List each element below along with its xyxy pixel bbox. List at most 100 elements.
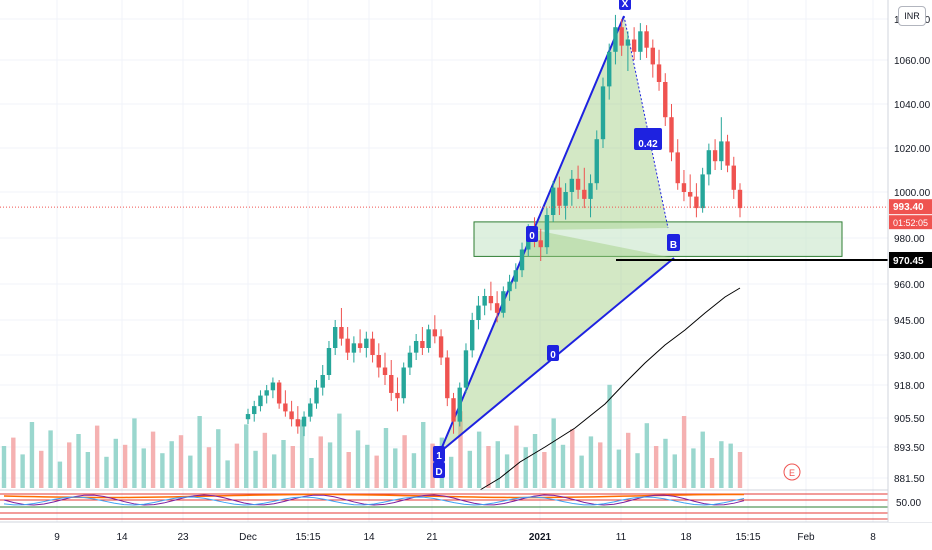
pattern-label-x: X <box>622 0 629 10</box>
candle-body <box>351 343 357 353</box>
y-tick-label: 980.00 <box>894 234 925 245</box>
volume-bar <box>374 455 379 488</box>
candle-body <box>588 183 593 199</box>
ma-line <box>479 287 741 491</box>
candle-body <box>295 419 301 427</box>
volume-bar <box>225 460 230 488</box>
volume-bar <box>327 442 333 488</box>
pattern-label-one-bg <box>433 446 445 462</box>
candle-body <box>557 187 562 206</box>
candle-body <box>719 141 724 162</box>
candle-body <box>607 51 612 87</box>
candle-body <box>694 196 699 209</box>
volume-bar <box>188 455 193 488</box>
y-axis[interactable]: 1080.001060.001040.001020.001000.00980.0… <box>887 0 932 522</box>
volume-bar <box>1 446 7 488</box>
candle-body <box>339 327 344 339</box>
volume-bar <box>598 442 603 488</box>
volume-bar <box>160 453 165 488</box>
candle-body <box>438 336 444 358</box>
candle-body <box>712 150 718 162</box>
level-tag <box>889 252 932 268</box>
pattern-labels: 0 0.42 0 1 D B X <box>433 0 680 478</box>
volume-bar <box>244 424 249 488</box>
volume-bar <box>281 440 286 488</box>
candle-body <box>476 305 481 320</box>
candle-body <box>463 350 469 388</box>
x-tick-label: 2021 <box>529 532 552 543</box>
volume-bar <box>122 444 128 488</box>
candle-body <box>582 189 587 199</box>
candle-body <box>507 281 512 292</box>
candle-body <box>432 329 438 337</box>
volume-bar <box>495 441 500 488</box>
volume-bar <box>11 437 16 488</box>
candle-body <box>613 27 618 52</box>
volume-bar <box>393 448 398 488</box>
candle-body <box>737 189 743 209</box>
x-tick-label: 11 <box>616 532 627 543</box>
volume-bar <box>653 446 659 488</box>
volume-bar <box>616 449 622 488</box>
candle-body <box>681 183 687 192</box>
volume-bar <box>681 416 687 488</box>
x-tick-label: 14 <box>363 532 375 543</box>
volume-bar <box>644 423 650 488</box>
candle-body <box>451 398 456 422</box>
candle-body <box>382 367 388 375</box>
candle-body <box>407 352 413 368</box>
candle-body <box>389 375 394 393</box>
candle-body <box>289 411 294 420</box>
candle-body <box>544 215 550 248</box>
currency-badge[interactable]: INR <box>898 6 926 26</box>
volume-bar <box>486 446 491 488</box>
y-tick-label: 905.50 <box>894 414 925 425</box>
candle-body <box>650 47 656 65</box>
volume-bar <box>430 443 435 488</box>
pattern-label-leg-bg <box>547 345 559 361</box>
volume-bar <box>421 422 426 488</box>
y-tick-label: 893.50 <box>894 443 925 454</box>
candle-body <box>314 387 319 404</box>
x-axis[interactable]: 9 14 23 Dec 15:15 14 21 2021 11 18 15:15 Feb 8 <box>0 523 932 550</box>
candle-body <box>550 187 556 215</box>
osc-blue-line <box>3 496 745 506</box>
candlesticks <box>245 14 743 437</box>
volume-bar <box>141 448 146 488</box>
volume-bar <box>504 454 510 488</box>
volume-bar <box>262 432 268 488</box>
volume-bar <box>579 455 584 488</box>
last-price-tag <box>889 199 932 215</box>
candle-body <box>283 403 288 412</box>
x-tick-label: 23 <box>177 532 189 543</box>
volume-bar <box>663 438 668 488</box>
pattern-leg-xb[interactable] <box>623 15 669 229</box>
countdown-tag <box>889 215 932 230</box>
earnings-letter: E <box>789 468 795 478</box>
pattern-label-leg: 0 <box>550 350 556 361</box>
candle-body <box>638 31 643 52</box>
volume-bar <box>383 428 389 488</box>
volume-bar <box>458 411 463 488</box>
x-tick-label: 8 <box>870 532 876 543</box>
candle-body <box>644 31 649 48</box>
candle-body <box>320 375 325 388</box>
volume-bar <box>467 450 473 488</box>
candle-body <box>594 139 599 184</box>
candle-body <box>675 152 680 184</box>
y-tick-label: 918.00 <box>894 381 925 392</box>
volume-bar <box>57 461 63 488</box>
candle-body <box>364 338 369 348</box>
volume-bar <box>448 456 454 488</box>
volume-bar <box>76 434 81 488</box>
candle-body <box>600 86 606 140</box>
earnings-marker[interactable]: E <box>783 463 801 481</box>
candle-body <box>395 392 400 399</box>
candle-body <box>663 82 668 118</box>
countdown-value: 01:52:05 <box>893 218 928 228</box>
volume-bar <box>355 430 361 488</box>
earnings-circle[interactable] <box>783 463 801 481</box>
candle-body <box>258 395 263 407</box>
pattern-fill-dab <box>440 230 674 452</box>
